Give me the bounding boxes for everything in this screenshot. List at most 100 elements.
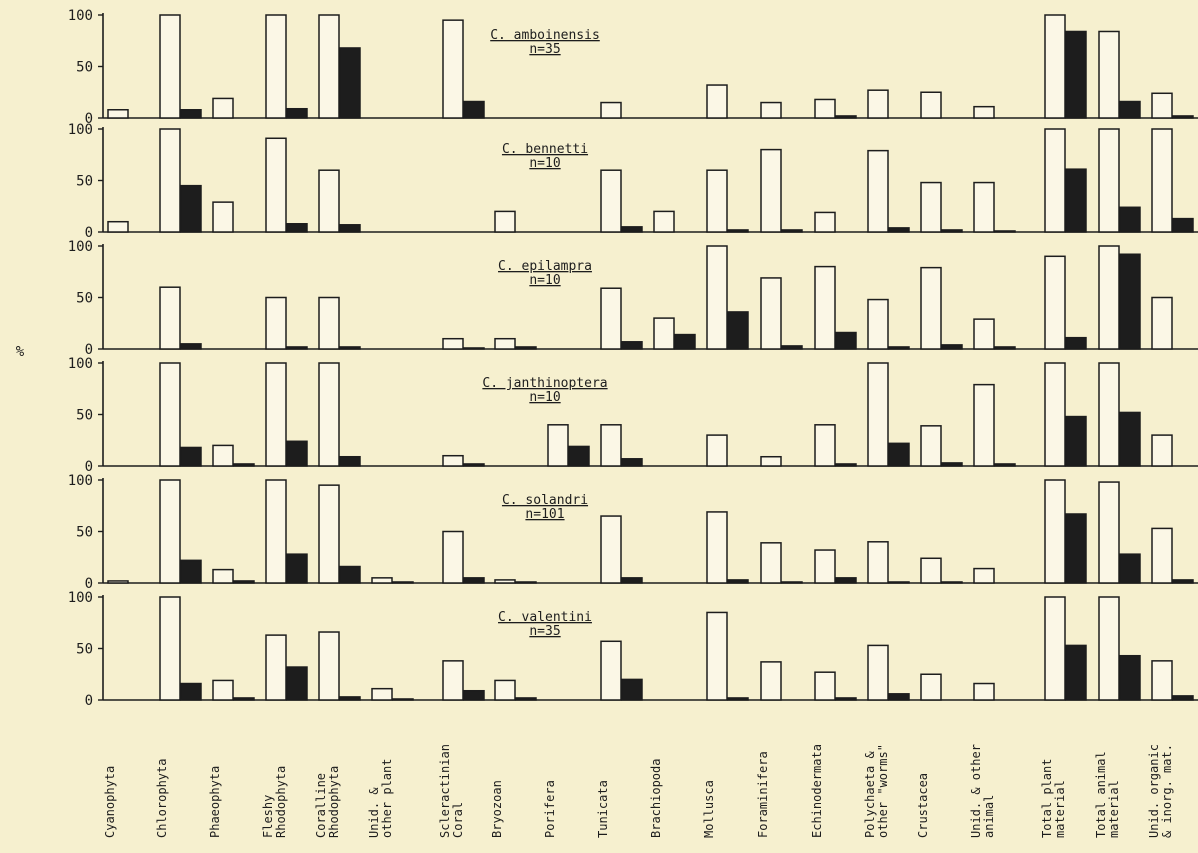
filled-bar-13 [781, 345, 803, 350]
open-bar-16 [920, 425, 942, 467]
category-label-6: Unid. & [367, 787, 381, 838]
filled-bar-2 [180, 109, 202, 119]
category-label-5: Rhodophyta [327, 766, 341, 838]
open-bar-10 [600, 424, 622, 467]
open-bar-2 [159, 362, 181, 467]
filled-bar-8 [515, 581, 537, 584]
filled-bar-2 [180, 446, 202, 467]
y-tick-label: 50 [76, 408, 93, 424]
open-bar-20 [1151, 128, 1173, 233]
filled-bar-3 [233, 697, 255, 701]
category-label-17: Unid. & other [969, 744, 983, 838]
filled-bar-20 [1172, 217, 1194, 233]
open-bar-5 [318, 631, 340, 701]
open-bar-8 [494, 579, 516, 584]
filled-bar-20 [1172, 579, 1194, 584]
open-bar-2 [159, 596, 181, 701]
category-label-19: material [1107, 780, 1121, 838]
y-tick-label: 100 [68, 590, 93, 606]
open-bar-6 [371, 687, 393, 701]
open-bar-13 [760, 101, 782, 119]
category-label-11: Brachiopoda [649, 759, 663, 838]
open-bar-8 [494, 679, 516, 701]
filled-bar-2 [180, 184, 202, 233]
filled-bar-12 [727, 229, 749, 233]
open-bar-12 [706, 245, 728, 350]
open-bar-10 [600, 287, 622, 350]
filled-bar-7 [463, 577, 485, 584]
open-bar-10 [600, 101, 622, 119]
open-bar-20 [1151, 92, 1173, 119]
open-bar-12 [706, 84, 728, 119]
open-bar-3 [212, 97, 234, 119]
open-bar-17 [973, 318, 995, 350]
filled-bar-12 [727, 697, 749, 701]
filled-bar-8 [515, 346, 537, 350]
open-bar-7 [442, 19, 464, 119]
filled-bar-14 [835, 697, 857, 701]
open-bar-8 [494, 337, 516, 350]
filled-bar-16 [941, 229, 963, 233]
category-label-2: Chlorophyta [155, 759, 169, 838]
filled-bar-19 [1119, 100, 1141, 119]
open-bar-17 [973, 682, 995, 701]
open-bar-15 [867, 541, 889, 584]
filled-bar-13 [781, 581, 803, 584]
sample-size-label: n=10 [529, 390, 560, 405]
filled-bar-20 [1172, 695, 1194, 701]
filled-bar-17 [994, 346, 1016, 350]
species-label: C. janthinoptera [482, 376, 607, 391]
filled-bar-10 [621, 341, 643, 350]
filled-bar-14 [835, 331, 857, 350]
filled-bar-18 [1065, 513, 1087, 584]
filled-bar-18 [1065, 168, 1087, 233]
open-bar-19 [1098, 596, 1120, 701]
filled-bar-2 [180, 343, 202, 350]
filled-bar-16 [941, 581, 963, 584]
filled-bar-2 [180, 559, 202, 584]
filled-bar-18 [1065, 644, 1087, 701]
y-tick-label: 100 [68, 356, 93, 372]
filled-bar-5 [339, 696, 361, 701]
sample-size-label: n=10 [529, 273, 560, 288]
y-tick-label: 100 [68, 122, 93, 138]
open-bar-13 [760, 455, 782, 467]
open-bar-14 [814, 211, 836, 233]
open-bar-2 [159, 479, 181, 584]
species-label: C. bennetti [502, 142, 588, 157]
filled-bar-7 [463, 347, 485, 350]
open-bar-5 [318, 484, 340, 584]
y-tick-label: 0 [85, 576, 93, 592]
category-label-12: Mollusca [702, 780, 716, 838]
open-bar-4 [265, 296, 287, 350]
open-bar-18 [1044, 479, 1066, 584]
filled-bar-19 [1119, 654, 1141, 701]
filled-bar-20 [1172, 115, 1194, 119]
filled-bar-4 [286, 346, 308, 350]
open-bar-5 [318, 296, 340, 350]
open-bar-19 [1098, 481, 1120, 584]
open-bar-16 [920, 91, 942, 119]
open-bar-16 [920, 557, 942, 584]
open-bar-13 [760, 148, 782, 233]
open-bar-10 [600, 169, 622, 233]
filled-bar-12 [727, 579, 749, 584]
open-bar-2 [159, 128, 181, 233]
open-bar-20 [1151, 434, 1173, 467]
open-bar-7 [442, 530, 464, 584]
open-bar-18 [1044, 362, 1066, 467]
filled-bar-15 [888, 442, 910, 467]
category-label-17: animal [982, 795, 996, 838]
filled-bar-10 [621, 678, 643, 701]
open-bar-20 [1151, 660, 1173, 701]
filled-bar-10 [621, 458, 643, 467]
y-tick-label: 100 [68, 8, 93, 24]
open-bar-12 [706, 434, 728, 467]
open-bar-20 [1151, 527, 1173, 584]
y-tick-label: 100 [68, 239, 93, 255]
